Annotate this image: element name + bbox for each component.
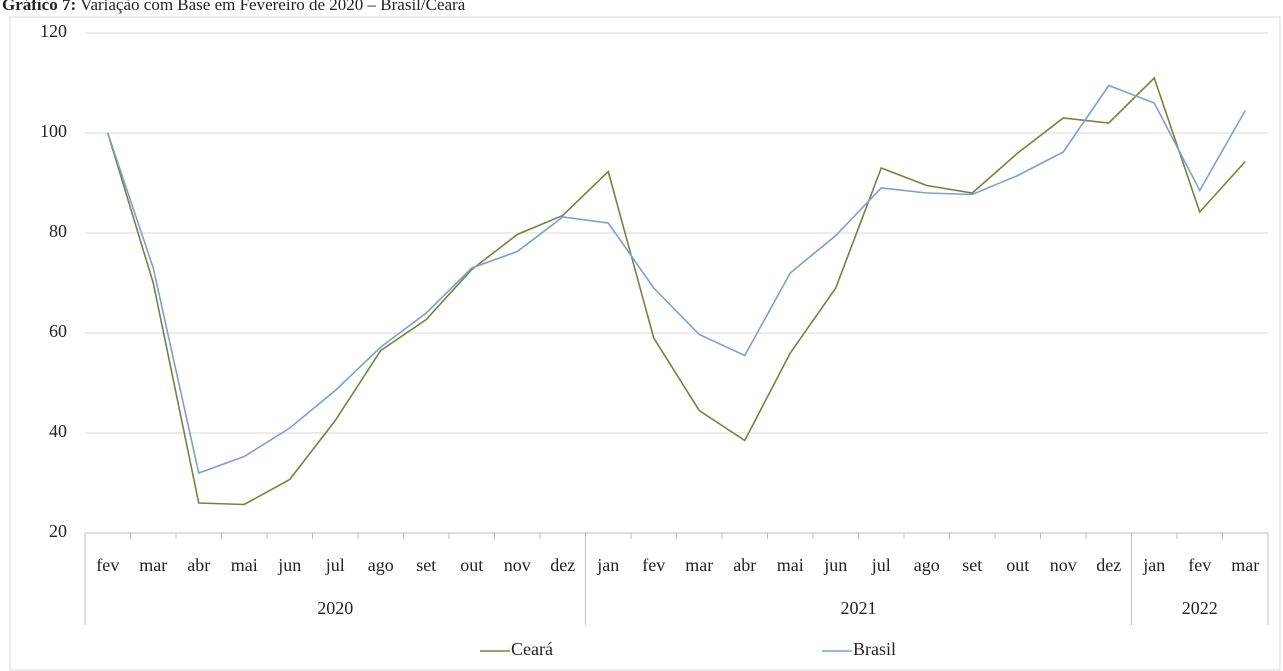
y-tick-label: 100 bbox=[40, 121, 67, 141]
x-tick-label: nov bbox=[504, 555, 531, 575]
x-tick-label: jul bbox=[871, 555, 891, 575]
group-label: 2020 bbox=[317, 598, 353, 618]
x-tick-label: jan bbox=[1142, 555, 1165, 575]
y-tick-label: 80 bbox=[49, 221, 67, 241]
title-text: Variação com Base em Fevereiro de 2020 –… bbox=[80, 0, 466, 14]
y-tick-label: 120 bbox=[40, 21, 67, 41]
x-tick-label: ago bbox=[368, 555, 394, 575]
chart-title: Gráfico 7: Variação com Base em Fevereir… bbox=[2, 0, 466, 14]
x-tick-label: out bbox=[460, 555, 483, 575]
x-tick-label: fev bbox=[1188, 555, 1211, 575]
x-tick-label: jan bbox=[596, 555, 619, 575]
x-tick-label: set bbox=[962, 555, 982, 575]
x-tick-label: dez bbox=[550, 555, 575, 575]
x-tick-label: nov bbox=[1050, 555, 1077, 575]
x-tick-label: abr bbox=[187, 555, 210, 575]
x-tick-label: mai bbox=[777, 555, 804, 575]
x-tick-label: jul bbox=[325, 555, 345, 575]
legend-label: Brasil bbox=[853, 639, 896, 659]
x-tick-label: mai bbox=[231, 555, 258, 575]
x-tick-label: mar bbox=[1231, 555, 1259, 575]
x-tick-label: dez bbox=[1096, 555, 1121, 575]
title-label: Gráfico 7: bbox=[2, 0, 76, 14]
y-tick-label: 60 bbox=[49, 321, 67, 341]
x-tick-label: fev bbox=[642, 555, 665, 575]
chart-frame bbox=[9, 16, 1281, 671]
x-tick-label: fev bbox=[96, 555, 119, 575]
x-tick-label: ago bbox=[914, 555, 940, 575]
x-tick-label: jun bbox=[823, 555, 847, 575]
x-tick-label: out bbox=[1006, 555, 1029, 575]
x-tick-label: mar bbox=[685, 555, 713, 575]
x-tick-label: abr bbox=[733, 555, 756, 575]
y-tick-label: 40 bbox=[49, 421, 67, 441]
x-tick-label: mar bbox=[139, 555, 167, 575]
x-tick-label: set bbox=[416, 555, 436, 575]
group-label: 2021 bbox=[841, 598, 877, 618]
series-line bbox=[106, 84, 1246, 475]
x-tick-label: jun bbox=[277, 555, 301, 575]
legend-label: Ceará bbox=[511, 639, 553, 659]
series-line bbox=[106, 76, 1246, 506]
y-tick-label: 20 bbox=[49, 521, 67, 541]
group-label: 2022 bbox=[1182, 598, 1218, 618]
